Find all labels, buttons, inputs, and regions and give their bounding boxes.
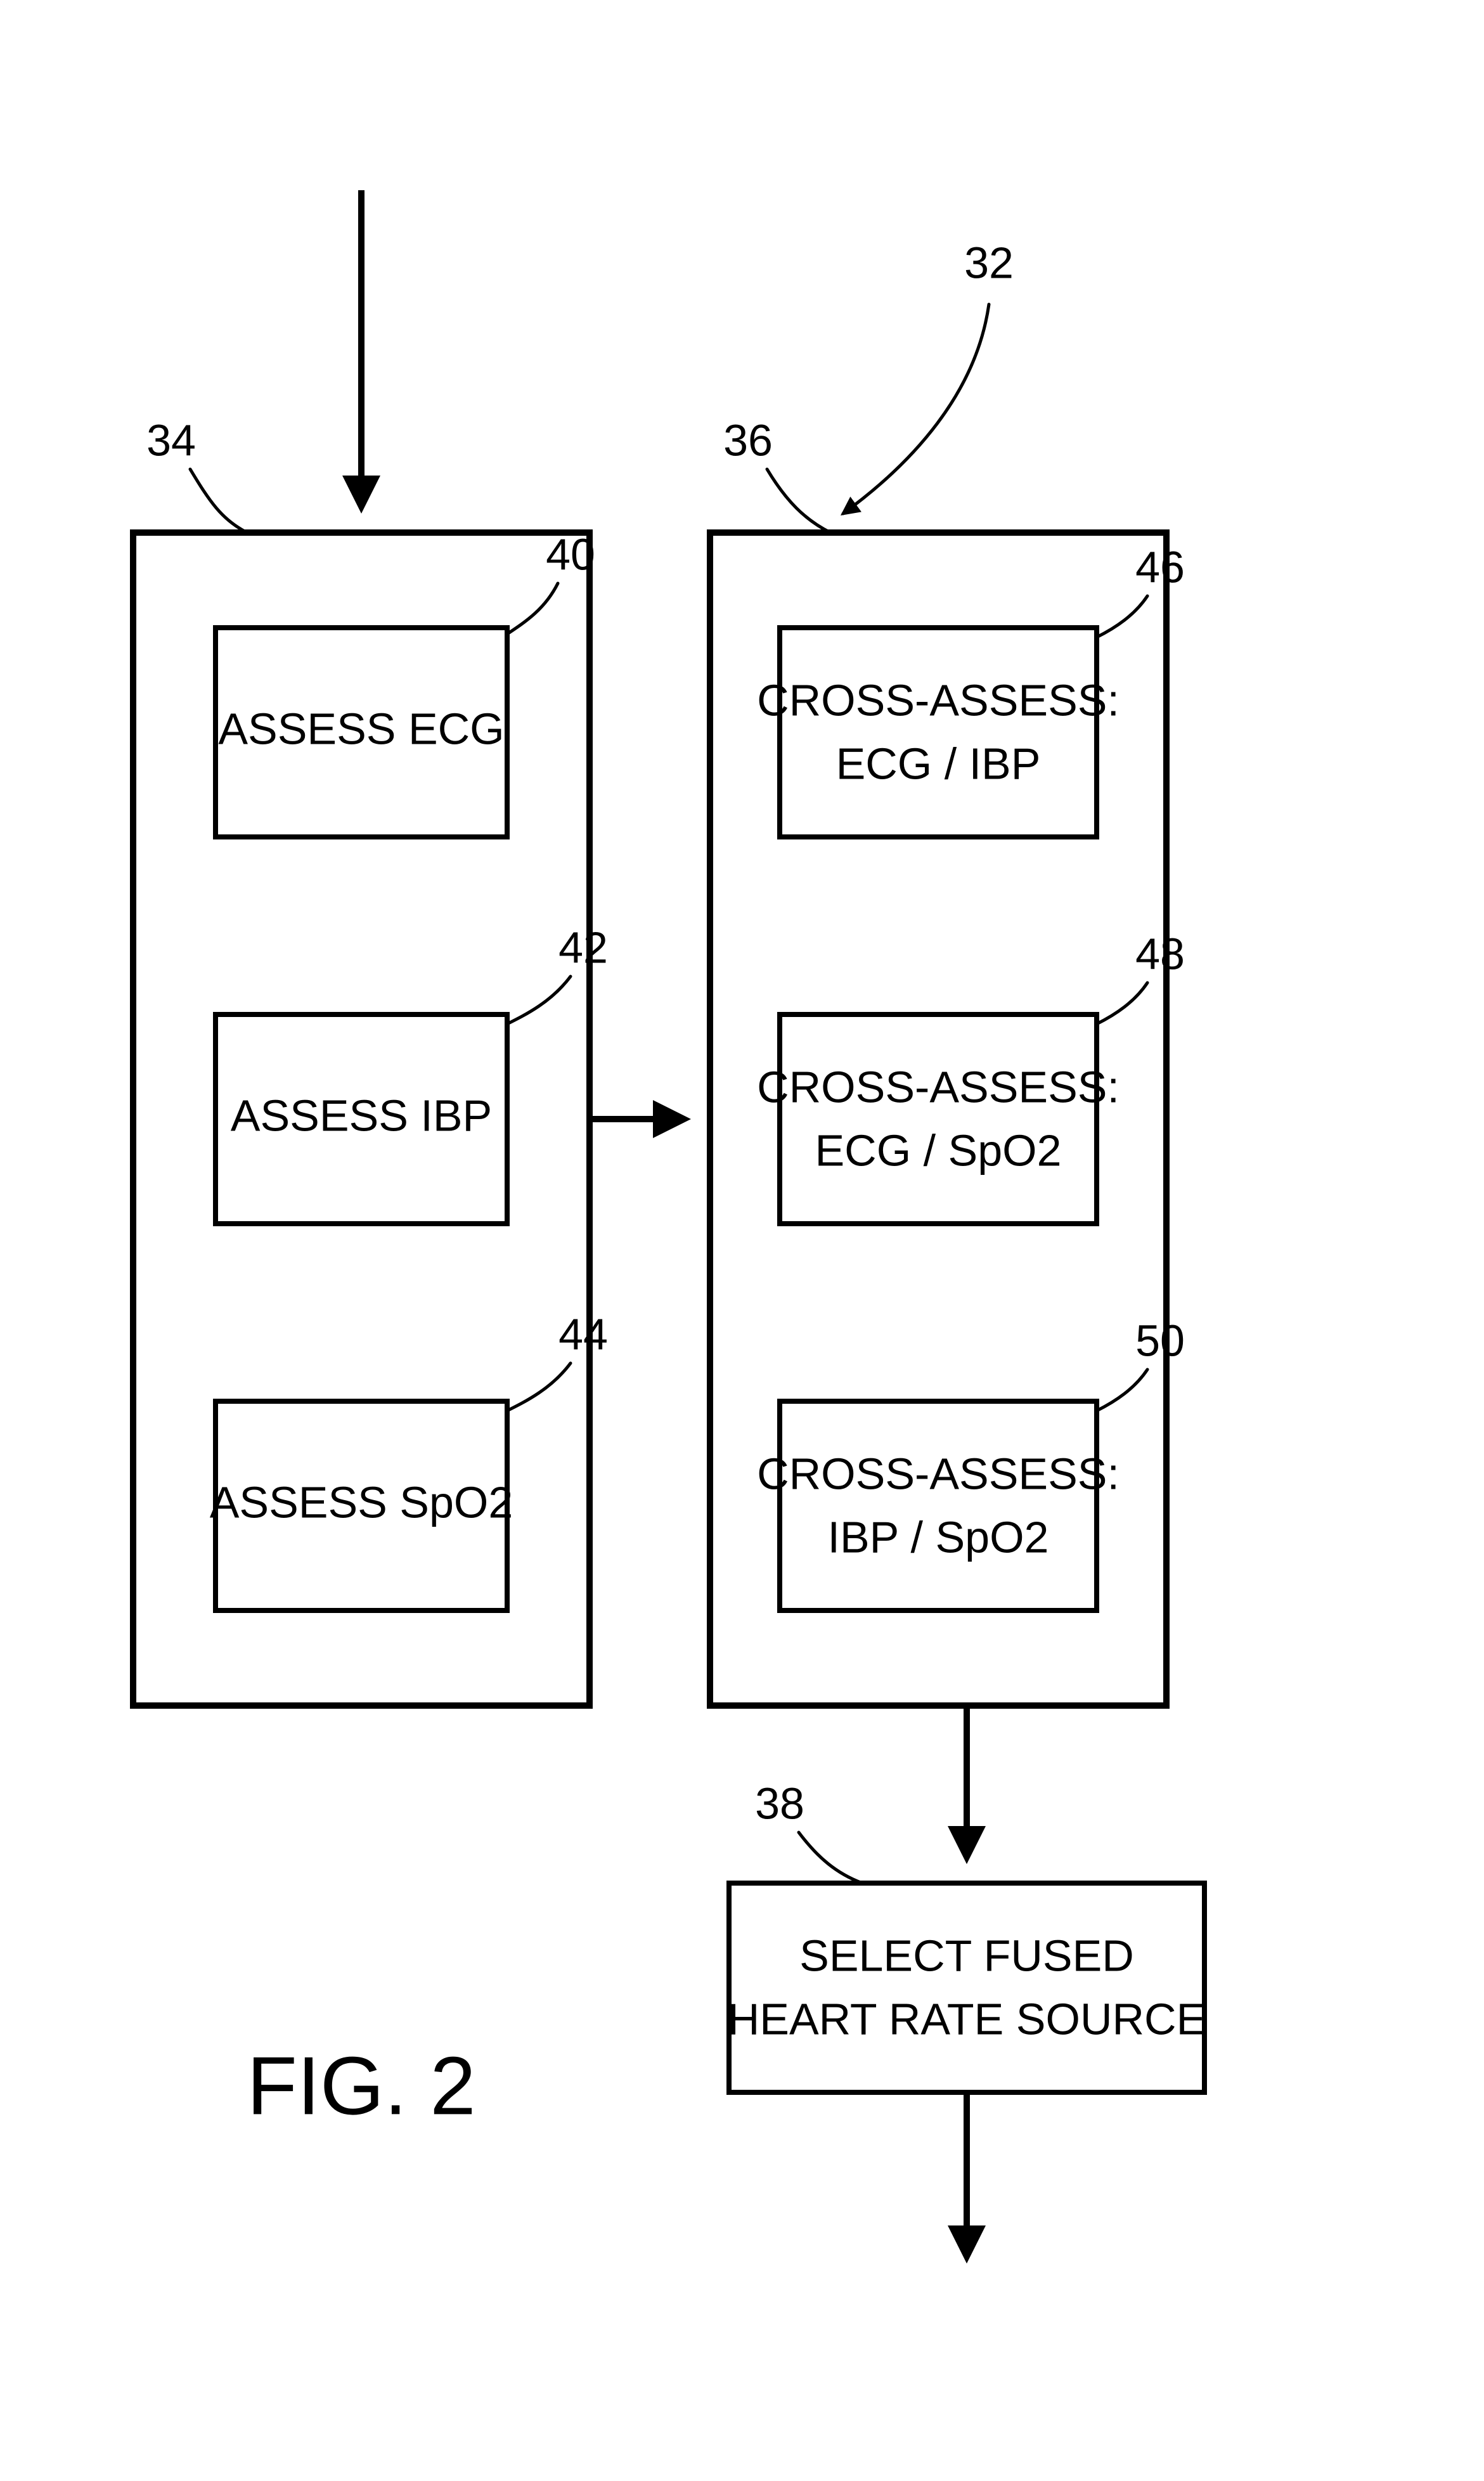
- assess-group-ref: 34: [146, 415, 196, 465]
- cross-ecg-spo2-leader: [1097, 983, 1147, 1024]
- select-leader: [799, 1832, 862, 1883]
- cross-ecg-spo2-ref: 48: [1135, 929, 1185, 978]
- assess-group-leader: [190, 469, 247, 533]
- assess-spo2-leader: [507, 1363, 571, 1411]
- figure-caption: FIG. 2: [247, 2039, 475, 2132]
- cross-ecg-ibp-line1: CROSS-ASSESS:: [757, 675, 1119, 725]
- cross-ibp-spo2-ref: 50: [1135, 1316, 1185, 1365]
- cross-group: 36 CROSS-ASSESS: ECG / IBP 46 CROSS-ASSE…: [710, 415, 1185, 1706]
- cross-ecg-ibp-leader: [1097, 596, 1147, 637]
- cross-ecg-spo2-line2: ECG / SpO2: [815, 1125, 1061, 1175]
- cross-ibp-spo2-leader: [1097, 1370, 1147, 1411]
- cross-ecg-spo2-box: CROSS-ASSESS: ECG / SpO2: [757, 1014, 1119, 1224]
- assess-ecg-label: ASSESS ECG: [218, 704, 504, 753]
- select-line1: SELECT FUSED: [799, 1931, 1134, 1980]
- cross-ecg-spo2-line1: CROSS-ASSESS:: [757, 1062, 1119, 1111]
- assess-ecg-box: ASSESS ECG: [216, 628, 507, 837]
- assess-spo2-box: ASSESS SpO2: [210, 1401, 513, 1610]
- select-ref: 38: [755, 1778, 804, 1828]
- assess-ibp-label: ASSESS IBP: [231, 1091, 492, 1140]
- assess-ibp-leader: [507, 976, 571, 1024]
- overall-ref-label: 32: [964, 238, 1014, 287]
- assess-ibp-box: ASSESS IBP: [216, 1014, 507, 1224]
- overall-ref-leader: [843, 304, 989, 514]
- cross-ibp-spo2-line2: IBP / SpO2: [828, 1512, 1049, 1562]
- cross-ibp-spo2-box: CROSS-ASSESS: IBP / SpO2: [757, 1401, 1119, 1610]
- select-line2: HEART RATE SOURCE: [728, 1994, 1206, 2044]
- cross-ecg-ibp-box: CROSS-ASSESS: ECG / IBP: [757, 628, 1119, 837]
- cross-ecg-ibp-line2: ECG / IBP: [836, 739, 1041, 788]
- assess-group: 34 ASSESS ECG 40 ASSESS IBP 42 ASSESS Sp…: [133, 415, 608, 1706]
- cross-group-leader: [767, 469, 830, 533]
- assess-ecg-ref: 40: [546, 529, 595, 579]
- cross-ibp-spo2-line1: CROSS-ASSESS:: [757, 1449, 1119, 1498]
- assess-spo2-ref: 44: [558, 1309, 608, 1359]
- assess-spo2-label: ASSESS SpO2: [210, 1477, 513, 1527]
- select-box: SELECT FUSED HEART RATE SOURCE: [728, 1883, 1206, 2092]
- cross-ecg-ibp-ref: 46: [1135, 542, 1185, 592]
- assess-ibp-ref: 42: [558, 923, 608, 972]
- cross-group-ref: 36: [723, 415, 773, 465]
- select-box-frame: [729, 1883, 1204, 2092]
- assess-ecg-leader: [507, 583, 558, 634]
